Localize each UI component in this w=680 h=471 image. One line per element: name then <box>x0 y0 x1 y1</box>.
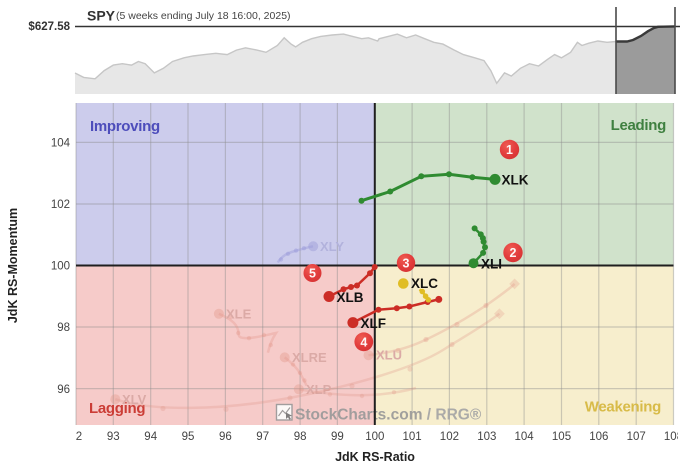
svg-text:1: 1 <box>506 143 513 157</box>
svg-text:XLP: XLP <box>306 382 332 397</box>
svg-text:Leading: Leading <box>611 117 667 134</box>
svg-text:95: 95 <box>182 431 195 443</box>
svg-text:105: 105 <box>552 431 571 443</box>
svg-text:96: 96 <box>57 384 70 396</box>
svg-text:107: 107 <box>627 431 646 443</box>
svg-text:98: 98 <box>294 431 307 443</box>
svg-text:Improving: Improving <box>90 118 160 135</box>
svg-text:XLV: XLV <box>122 392 147 407</box>
svg-text:2: 2 <box>510 246 517 260</box>
svg-text:100: 100 <box>365 431 384 443</box>
svg-text:98: 98 <box>57 322 70 334</box>
svg-text:108: 108 <box>664 431 680 443</box>
svg-text:XLE: XLE <box>226 307 252 322</box>
svg-text:JdK RS-Ratio: JdK RS-Ratio <box>335 450 415 464</box>
svg-text:JdK RS-Momentum: JdK RS-Momentum <box>6 208 20 323</box>
svg-text:104: 104 <box>51 138 71 150</box>
svg-text:101: 101 <box>403 431 422 443</box>
svg-text:93: 93 <box>107 431 120 443</box>
svg-text:SPY: SPY <box>87 7 116 23</box>
svg-text:102: 102 <box>51 199 70 211</box>
svg-text:97: 97 <box>256 431 269 443</box>
svg-text:100: 100 <box>51 261 70 273</box>
svg-text:XLC: XLC <box>411 276 438 291</box>
svg-text:XLF: XLF <box>361 316 387 331</box>
svg-text:XLB: XLB <box>337 290 364 305</box>
svg-text:4: 4 <box>360 335 367 349</box>
svg-text:$627.58: $627.58 <box>28 21 70 33</box>
svg-text:94: 94 <box>144 431 157 443</box>
svg-text:StockCharts.com / RRG®: StockCharts.com / RRG® <box>295 407 482 424</box>
svg-text:Lagging: Lagging <box>89 400 145 417</box>
svg-text:103: 103 <box>477 431 496 443</box>
svg-text:99: 99 <box>331 431 344 443</box>
svg-text:102: 102 <box>440 431 459 443</box>
svg-text:XLY: XLY <box>320 239 344 254</box>
svg-text:106: 106 <box>589 431 608 443</box>
svg-text:2: 2 <box>76 431 82 443</box>
svg-text:104: 104 <box>515 431 535 443</box>
svg-text:3: 3 <box>403 256 410 270</box>
svg-text:XLI: XLI <box>481 257 502 272</box>
svg-text:(5 weeks ending July 18 16:00,: (5 weeks ending July 18 16:00, 2025) <box>116 10 291 22</box>
svg-text:XLU: XLU <box>376 348 402 363</box>
svg-text:XLK: XLK <box>502 173 529 188</box>
svg-text:Weakening: Weakening <box>585 399 661 416</box>
svg-text:XLRE: XLRE <box>292 350 327 365</box>
svg-text:96: 96 <box>219 431 232 443</box>
svg-text:5: 5 <box>309 267 316 281</box>
